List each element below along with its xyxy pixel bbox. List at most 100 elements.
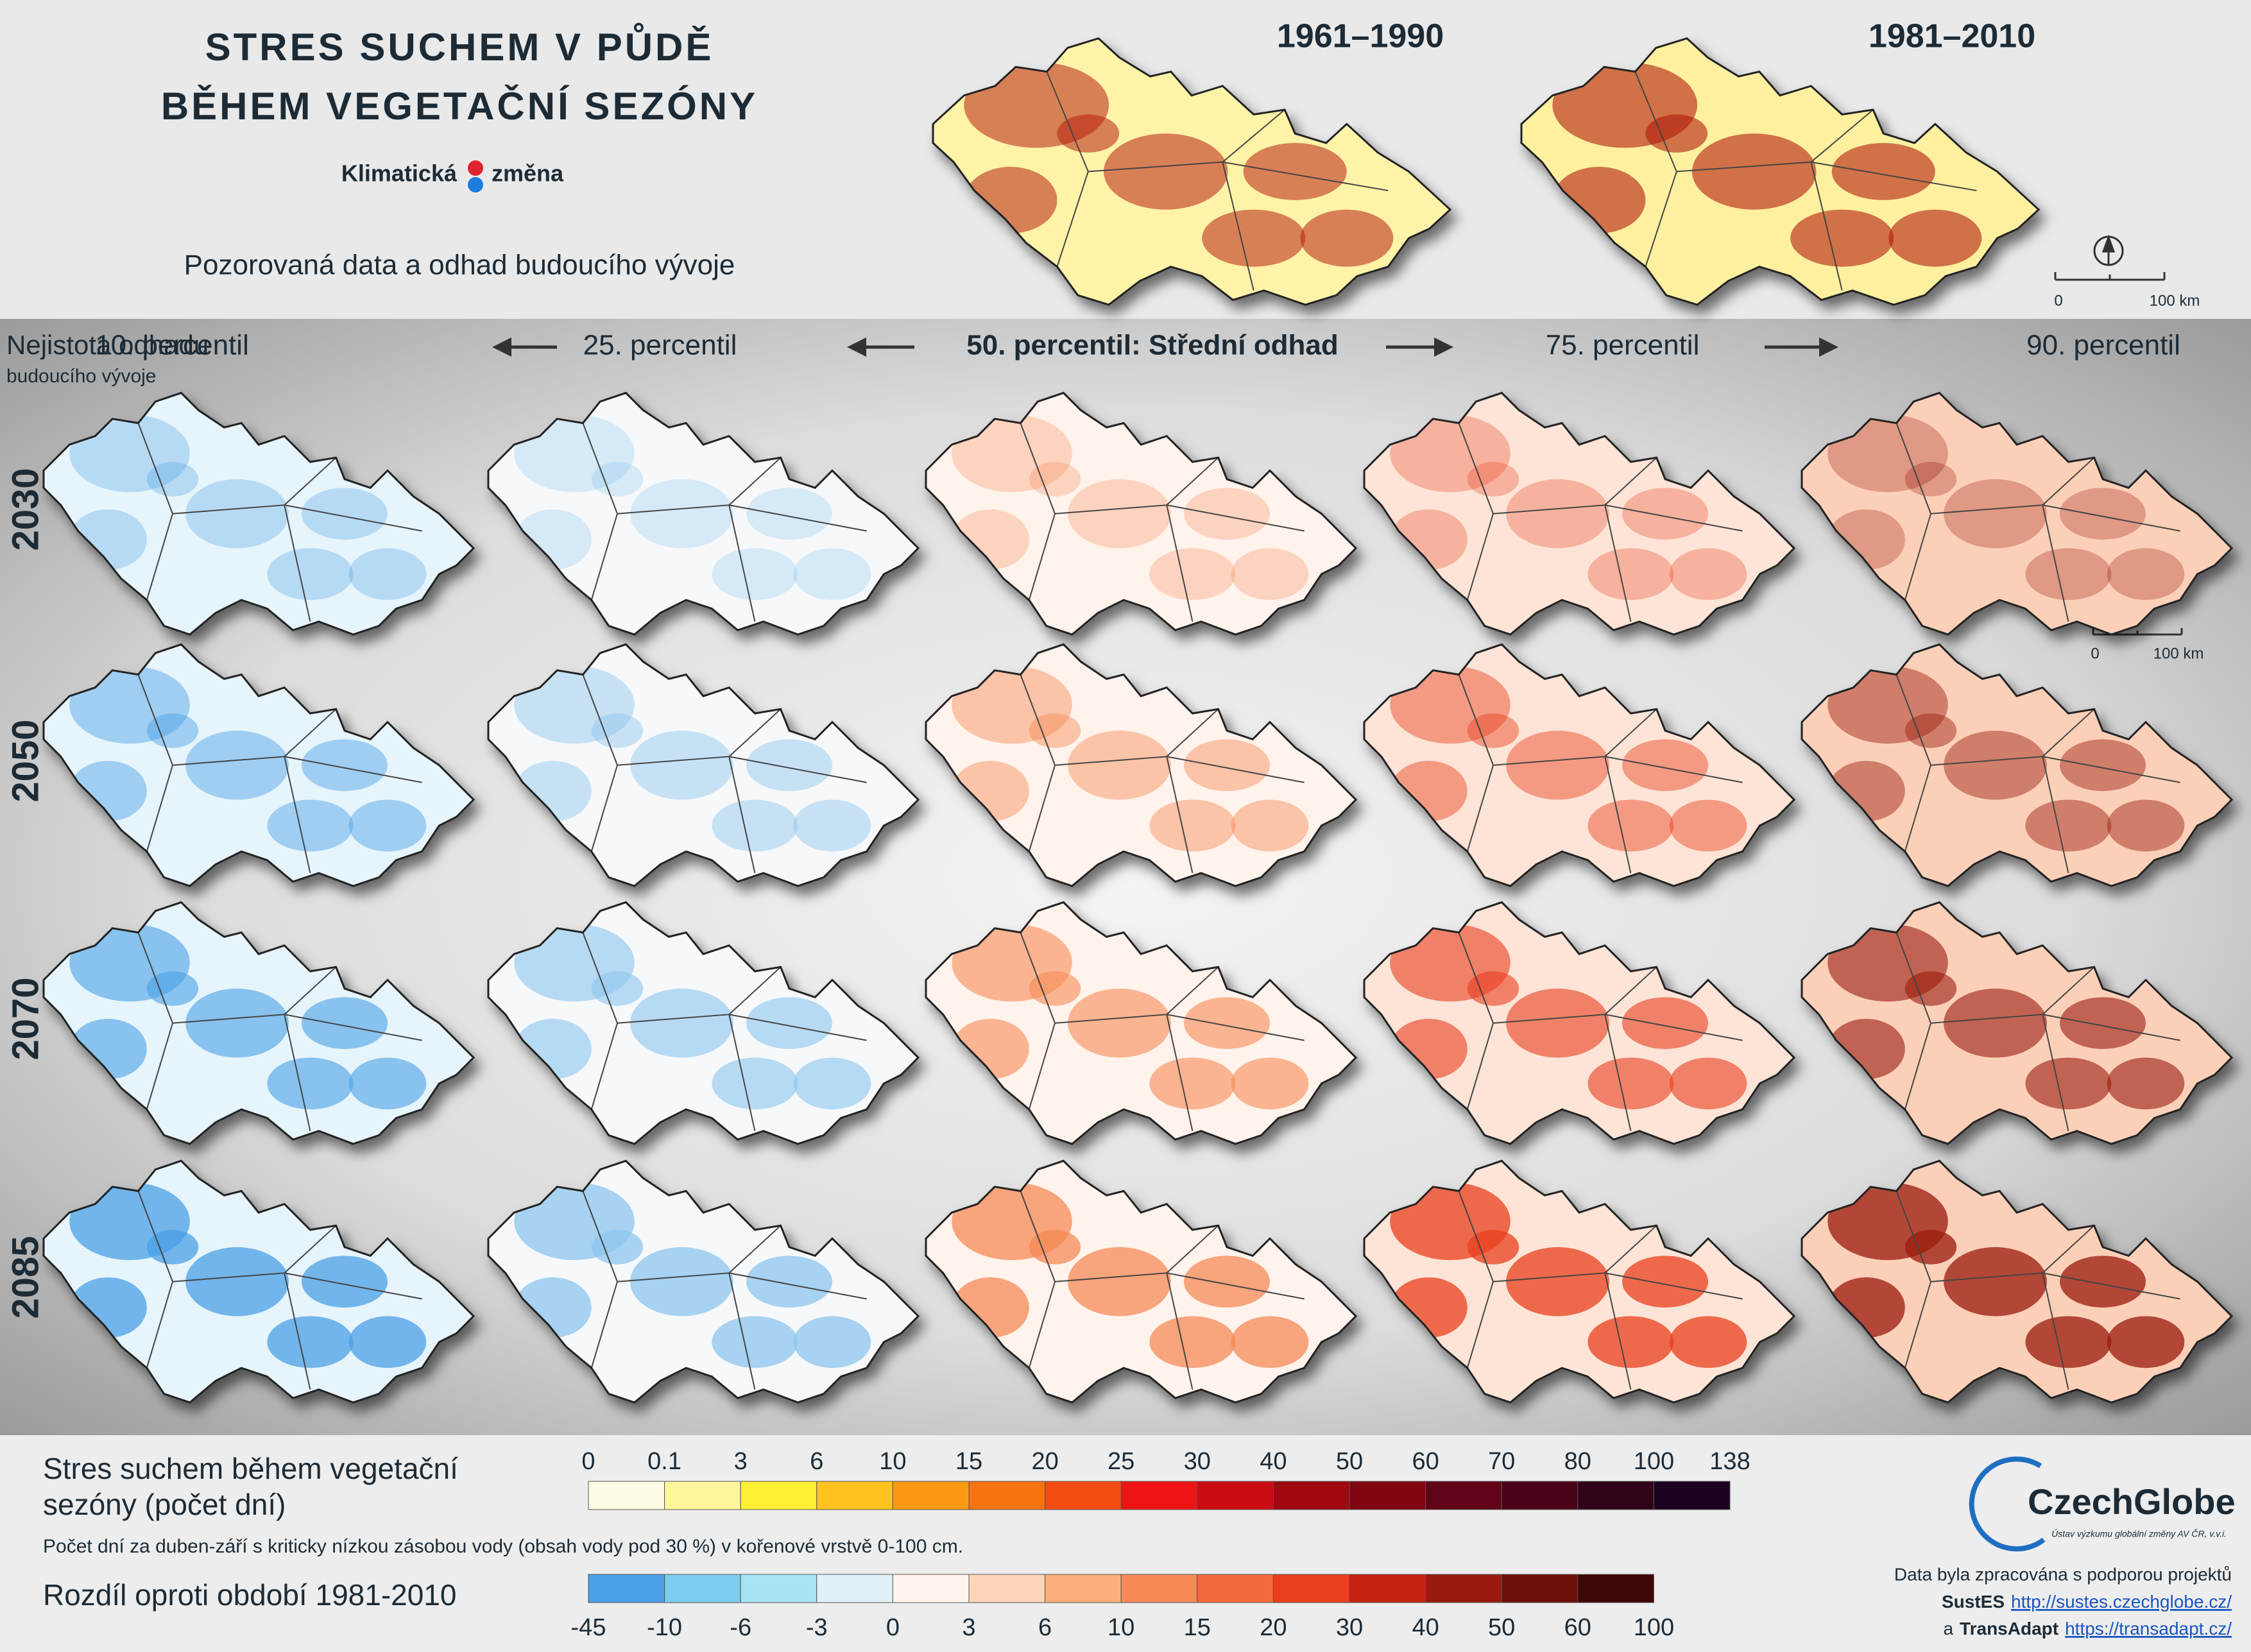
map-hotspot [1149,1316,1236,1368]
map-hotspot [1506,988,1609,1058]
map-hotspot [793,799,871,852]
percentile-label: 75. percentil [1546,330,1700,361]
map-texture [952,924,1309,1110]
map [1801,643,2234,887]
map-hotspot [1622,1256,1708,1308]
map-hotspot [712,799,798,852]
map-hotspot [1669,799,1747,852]
region-border [137,1191,422,1390]
map-outline [1363,391,1796,636]
map-hotspot [2107,1316,2185,1368]
map [925,391,1358,636]
map-hotspot [348,1316,427,1368]
map-hotspot [1243,142,1347,200]
map-hotspot [1231,1057,1309,1110]
map-hotspot [185,479,289,549]
map-hotspot [1888,209,1982,267]
logo-dot [468,160,483,176]
map-hotspot [1029,971,1081,1006]
map-outline [1801,643,2234,887]
map-hotspot [1149,1057,1236,1110]
project-link[interactable]: https://transadapt.cz/ [2065,1619,2232,1639]
map-outline [487,1159,920,1404]
map-texture [514,414,871,600]
map-outline [487,643,920,887]
map-hotspot [1467,1230,1519,1265]
map-texture [1552,62,1982,267]
map-texture [1390,1182,1747,1368]
map-hotspot [1202,209,1306,267]
connector: a [1943,1619,1953,1639]
map [1363,1159,1796,1404]
legend-label: 50 [1336,1448,1363,1475]
map-hotspot [146,713,199,748]
legend-swatch [1577,1481,1654,1510]
map-texture [514,1182,871,1368]
map [487,901,920,1145]
map [42,391,475,636]
region-border [1896,1191,2180,1390]
map-hotspot [1231,548,1309,600]
map-hotspot [1904,971,1957,1006]
legend-label: 6 [810,1448,823,1475]
title: STRES SUCHEM V PŮDĚ [205,23,714,69]
map-hotspot [348,548,427,600]
subtitle: Pozorovaná data a odhad budoucího vývoje [184,250,735,281]
legend-title: Rozdíl oproti období 1981-2010 [43,1578,456,1612]
scale-label: 100 km [2150,292,2200,309]
legend-swatch [1349,1574,1426,1603]
legend-swatch [1197,1574,1274,1603]
legend-label: 100 [1634,1448,1674,1475]
legend-label: 20 [1031,1448,1058,1475]
map-hotspot [348,799,427,852]
map-hotspot [302,1256,388,1308]
legend-label: 80 [1564,1448,1591,1475]
map-hotspot [712,548,798,600]
map-outline [1363,643,1796,887]
region-border [582,674,867,874]
map-hotspot [1029,713,1081,748]
map-hotspot [1103,133,1228,210]
map [925,901,1358,1145]
legend-label: -6 [730,1614,751,1641]
map-hotspot [185,730,289,800]
legend-swatch [588,1481,665,1510]
map-outline [487,391,920,636]
map-hotspot [1300,209,1394,267]
legend-swatch [1501,1574,1579,1603]
map-hotspot [1149,799,1236,852]
map-hotspot [591,971,644,1006]
map-hotspot [746,1256,832,1308]
map-hotspot [746,739,832,792]
map-hotspot [1231,1316,1309,1368]
scale-bar [2092,628,2183,636]
map-hotspot [1467,971,1519,1006]
map [42,901,475,1145]
map-hotspot [591,1230,644,1265]
map-hotspot [793,548,871,600]
legend-swatch [740,1574,817,1603]
map-hotspot [1944,1247,2047,1316]
legend-label: -10 [647,1614,682,1641]
legend-band [0,1435,2251,1652]
map [1363,643,1796,887]
map-hotspot [348,1057,427,1110]
map-hotspot [1904,713,1957,748]
map-hotspot [2025,799,2112,852]
map-hotspot [2025,1316,2112,1368]
map-hotspot [746,488,832,540]
map-hotspot [712,1316,798,1368]
map-texture [514,924,871,1110]
map-hotspot [146,462,199,497]
map [1363,901,1796,1145]
map-hotspot [1622,488,1708,540]
map-hotspot [2107,548,2185,600]
map [1801,391,2234,636]
legend-swatch [1349,1481,1426,1510]
project-link[interactable]: http://sustes.czechglobe.cz/ [2011,1592,2232,1612]
legend-label: 15 [1184,1614,1211,1641]
map-hotspot [630,479,733,549]
map-hotspot [302,488,388,540]
legend-swatch [740,1481,817,1510]
